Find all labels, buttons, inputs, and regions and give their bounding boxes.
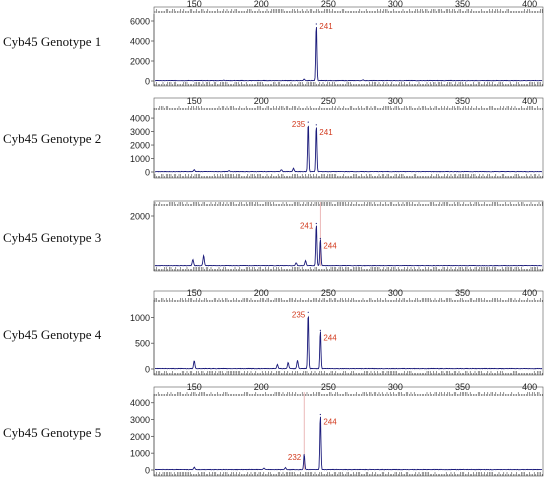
- peak-label-235: 235: [292, 120, 306, 129]
- y-tick-label: 4000: [130, 398, 150, 408]
- peak-point-241: [315, 124, 317, 126]
- x-tick-label: 150: [187, 288, 202, 298]
- size-ruler-top: [154, 9, 543, 13]
- size-ruler-bottom: [154, 82, 543, 86]
- y-tick-label: 3000: [130, 127, 150, 137]
- x-tick-label: 300: [388, 0, 403, 9]
- size-ruler-top: [154, 106, 543, 110]
- electropherogram-trace: [154, 315, 543, 370]
- x-tick-label: 250: [321, 382, 336, 392]
- peak-label-244: 244: [323, 333, 337, 342]
- peak-label-241: 241: [319, 22, 333, 31]
- size-ruler-bottom: [154, 174, 543, 178]
- peak-point-235: [307, 311, 309, 313]
- plot-frame: [153, 6, 544, 87]
- y-tick-label: 2000: [130, 212, 150, 222]
- size-ruler-top: [154, 202, 543, 206]
- peak-point-244: [319, 329, 321, 331]
- x-tick-label: 350: [455, 96, 470, 106]
- peak-label-241: 241: [300, 222, 314, 231]
- size-ruler-bottom: [154, 267, 543, 271]
- x-tick-label: 150: [187, 382, 202, 392]
- y-tick-label: 2000: [130, 141, 150, 151]
- plot-frame: [153, 290, 544, 376]
- panel-label: Cyb45 Genotype 5: [3, 425, 101, 440]
- size-ruler-bottom: [154, 472, 543, 476]
- y-tick-label: 3000: [130, 415, 150, 425]
- x-tick-label: 400: [522, 96, 537, 106]
- x-tick-label: 400: [522, 382, 537, 392]
- panel-label: Cyb45 Genotype 2: [3, 131, 101, 146]
- peak-label-232: 232: [288, 453, 302, 462]
- panel-genotype-4: Cyb45 Genotype 4 150 200 250 300 350 400 0 500 10…: [3, 288, 544, 376]
- x-tick-label: 150: [187, 96, 202, 106]
- x-tick-label: 350: [455, 382, 470, 392]
- size-ruler-bottom: [154, 371, 543, 375]
- peak-point-244: [319, 413, 321, 416]
- y-tick-label: 0: [145, 365, 150, 375]
- peak-point-232: [303, 454, 305, 456]
- x-tick-label: 150: [187, 0, 202, 9]
- y-tick-label: 1000: [130, 449, 150, 459]
- x-tick-label: 250: [321, 96, 336, 106]
- x-tick-label: 400: [522, 288, 537, 298]
- x-tick-label: 350: [455, 288, 470, 298]
- electropherogram-trace: [154, 125, 543, 173]
- electropherogram-trace: [154, 225, 543, 267]
- y-tick-label: 2000: [130, 57, 150, 67]
- y-tick-label: 0: [145, 168, 150, 178]
- x-tick-label: 350: [455, 0, 470, 9]
- peak-label-244: 244: [323, 418, 337, 427]
- x-tick-label: 250: [321, 0, 336, 9]
- y-tick-label: 4000: [130, 114, 150, 124]
- x-tick-label: 200: [254, 96, 269, 106]
- y-tick-label: 4000: [130, 37, 150, 47]
- y-tick-label: 0: [145, 77, 150, 87]
- peak-label-244: 244: [323, 242, 337, 251]
- y-tick-label: 0: [145, 466, 150, 476]
- x-tick-label: 250: [321, 288, 336, 298]
- panel-label: Cyb45 Genotype 1: [3, 34, 101, 49]
- panel-genotype-3: Cyb45 Genotype 3 2000 241 244: [3, 200, 544, 272]
- x-tick-label: 400: [522, 0, 537, 9]
- panel-label: Cyb45 Genotype 3: [3, 230, 101, 245]
- panel-label: Cyb45 Genotype 4: [3, 327, 102, 342]
- peak-point-241: [315, 222, 317, 225]
- peak-label-241: 241: [319, 128, 333, 137]
- peak-point-244: [319, 237, 321, 240]
- plot-frame: [153, 386, 544, 477]
- x-tick-label: 200: [254, 288, 269, 298]
- plot-frame: [153, 200, 544, 272]
- peak-label-235: 235: [292, 310, 306, 319]
- electropherogram-trace: [154, 416, 543, 471]
- y-tick-label: 1000: [130, 154, 150, 164]
- y-tick-label: 2000: [130, 432, 150, 442]
- x-tick-label: 200: [254, 382, 269, 392]
- x-tick-label: 300: [388, 96, 403, 106]
- y-tick-label: 500: [135, 339, 150, 349]
- y-tick-label: 6000: [130, 17, 150, 27]
- y-tick-label: 1000: [130, 313, 150, 323]
- peak-point-241: [315, 23, 317, 25]
- peak-point-235: [307, 121, 309, 123]
- electropherogram-trace: [154, 27, 543, 82]
- x-tick-label: 200: [254, 0, 269, 9]
- size-ruler-top: [154, 392, 543, 396]
- x-tick-label: 300: [388, 288, 403, 298]
- x-tick-label: 300: [388, 382, 403, 392]
- size-ruler-top: [154, 298, 543, 302]
